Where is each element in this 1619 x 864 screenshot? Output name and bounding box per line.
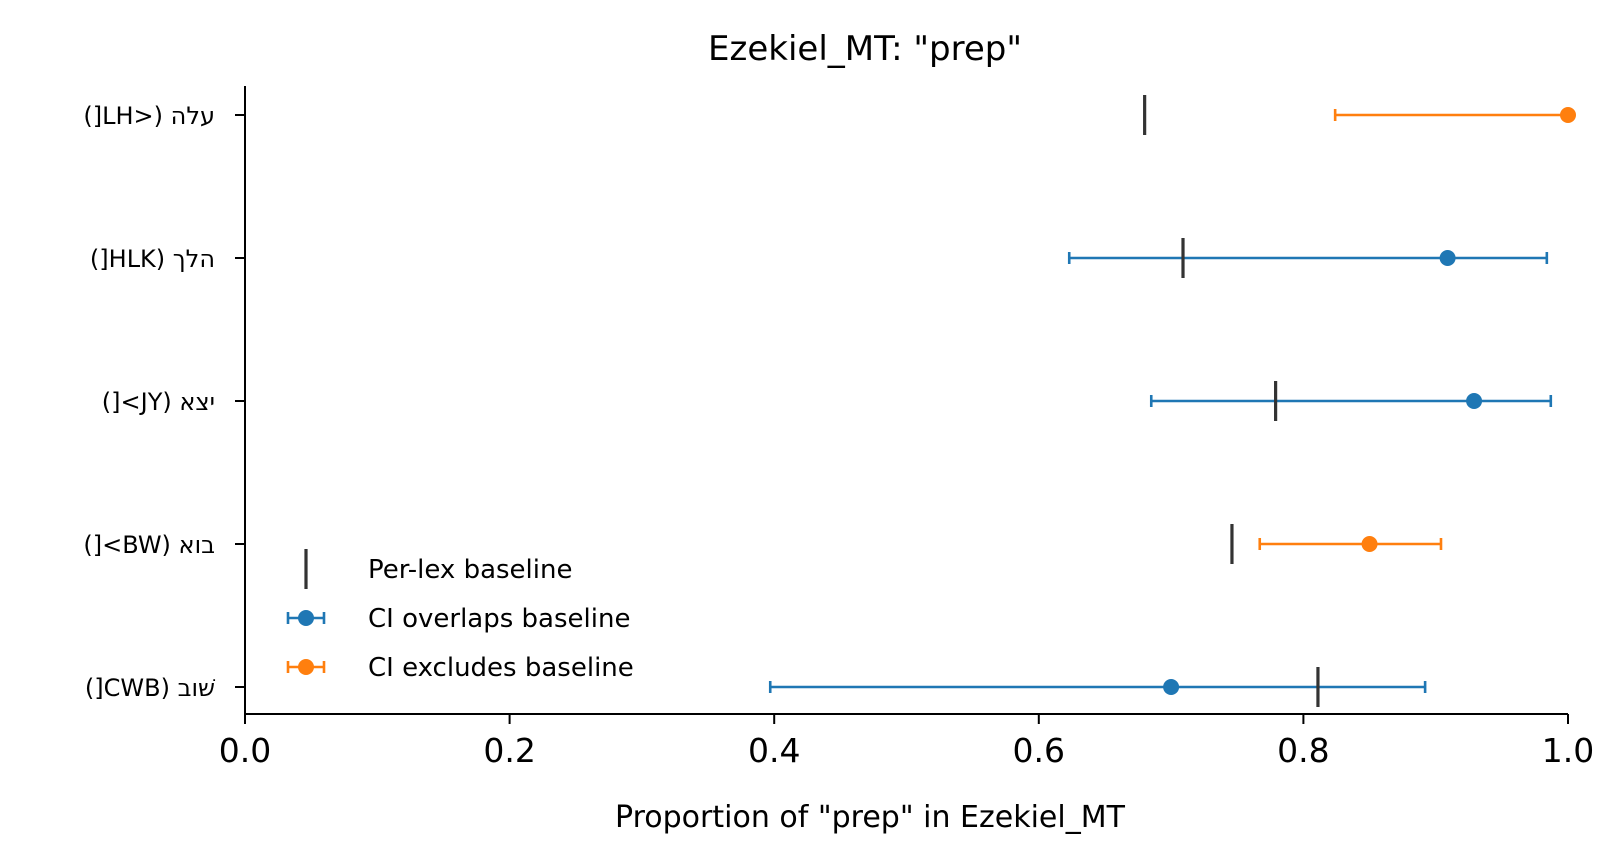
x-tick-label: 0.4 bbox=[748, 731, 800, 770]
legend-item-overlaps: CI overlaps baseline bbox=[286, 604, 630, 634]
legend-label: CI excludes baseline bbox=[368, 653, 634, 683]
x-tick-label: 0.6 bbox=[1013, 731, 1065, 770]
row-4 bbox=[768, 667, 1427, 707]
legend: Per-lex baseline CI overlaps baseline CI e… bbox=[286, 549, 634, 683]
x-axis-label: Proportion of "prep" in Ezekiel_MT bbox=[615, 800, 1126, 835]
row-0 bbox=[1143, 95, 1576, 135]
y-tick-label: עלה (<LH[) bbox=[83, 102, 215, 130]
legend-label: CI overlaps baseline bbox=[368, 604, 630, 634]
y-tick-label: שׁוב (CWB[) bbox=[85, 674, 216, 702]
x-tick-label: 0.8 bbox=[1277, 731, 1329, 770]
point-estimate bbox=[1560, 107, 1576, 123]
x-tick-label: 1.0 bbox=[1542, 731, 1594, 770]
legend-point-swatch bbox=[298, 659, 314, 675]
row-2 bbox=[1149, 381, 1553, 421]
y-tick-label: הלך (HLK[) bbox=[90, 245, 215, 273]
point-estimate bbox=[1466, 393, 1483, 409]
data-marks bbox=[768, 95, 1576, 707]
row-3 bbox=[1230, 524, 1443, 564]
legend-item-baseline: Per-lex baseline bbox=[304, 549, 572, 589]
point-estimate bbox=[1439, 250, 1456, 266]
legend-label: Per-lex baseline bbox=[368, 555, 572, 585]
y-tick-label: יצא (JY>[) bbox=[102, 388, 215, 416]
x-tick-label: 0.2 bbox=[483, 731, 535, 770]
legend-point-swatch bbox=[298, 610, 314, 626]
chart-title: Ezekiel_MT: "prep" bbox=[708, 29, 1022, 69]
legend-item-excludes: CI excludes baseline bbox=[286, 653, 634, 683]
point-estimate bbox=[1163, 679, 1180, 695]
row-1 bbox=[1067, 238, 1549, 278]
axes: 0.0 0.2 0.4 0.6 0.8 1.0 עלה (<LH[) הלך (HLK[) יצ… bbox=[83, 86, 1594, 770]
point-estimate bbox=[1361, 536, 1378, 552]
y-tick-label: בוא (BW>[) bbox=[83, 531, 215, 559]
x-tick-label: 0.0 bbox=[219, 731, 271, 770]
